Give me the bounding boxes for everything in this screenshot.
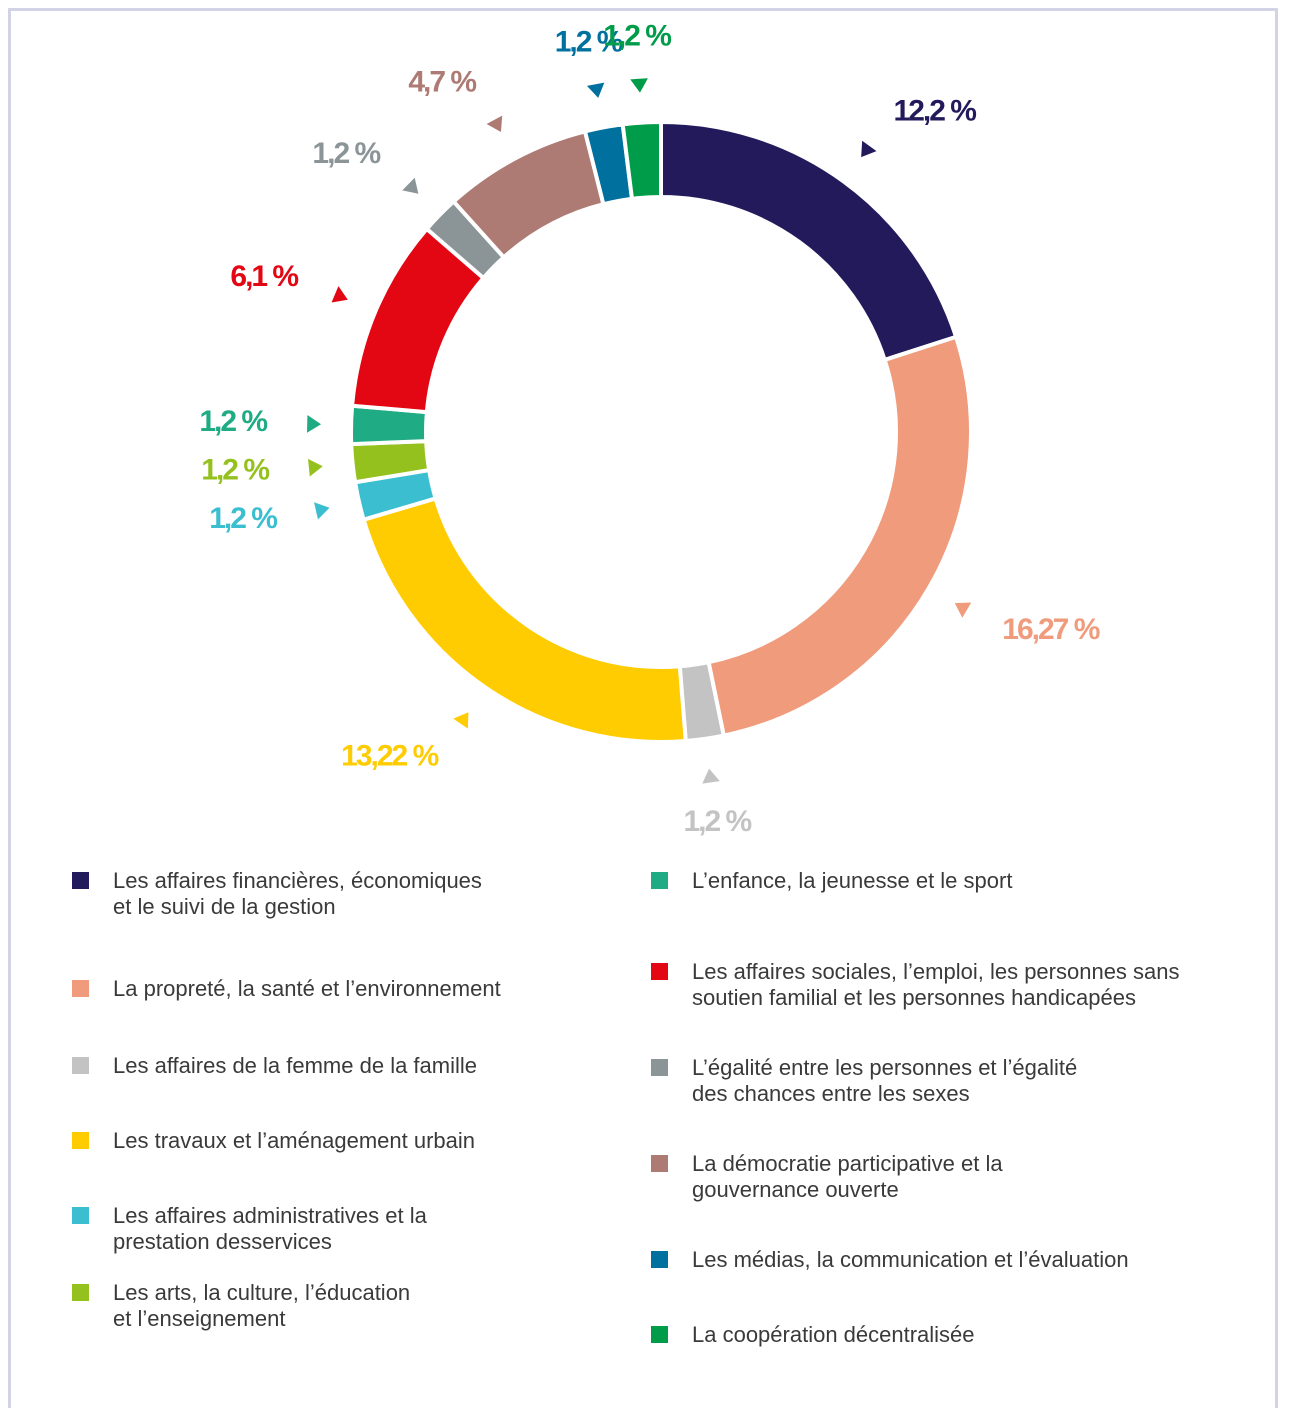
legend-label: L’enfance, la jeunesse et le sport [692,868,1013,893]
donut-segment [361,495,688,744]
frame [8,8,1278,1408]
donut-segment [620,119,663,202]
legend-label: Les affaires financières, économiques et… [113,868,482,919]
legend-swatch [651,1059,668,1076]
legend-swatch [651,963,668,980]
value-label: 1,2 % [209,502,277,535]
label-pointer [453,712,469,729]
legend-swatch [72,1057,89,1074]
legend-swatch [651,1155,668,1172]
legend-item: Les travaux et l’aménagement urbain [72,1128,475,1154]
label-pointer [954,602,972,618]
legend-item: Les affaires sociales, l’emploi, les per… [651,959,1180,1011]
legend-swatch [651,872,668,889]
legend-label: La propreté, la santé et l’environnement [113,976,501,1001]
legend-swatch [72,1207,89,1224]
legend-label: Les médias, la communication et l’évalua… [692,1247,1129,1272]
label-pointer [307,415,322,433]
legend-swatch [72,980,89,997]
label-pointer [308,458,323,477]
legend-item: Les arts, la culture, l’éducation et l’e… [72,1280,410,1332]
chart: 12,2 %16,27 %1,2 %13,22 %1,2 %1,2 %1,2 %… [199,20,1101,838]
legend-item: La coopération décentralisée [651,1322,975,1348]
value-label: 4,7 % [408,65,476,98]
legend-item: Les affaires de la femme de la famille [72,1053,477,1079]
legend-swatch [651,1326,668,1343]
label-pointer [630,78,648,93]
legend-label: Les affaires administratives et la prest… [113,1203,427,1254]
legend-swatch [72,1132,89,1149]
legend-label: L’égalité entre les personnes et l’égali… [692,1055,1078,1106]
donut-segment [659,119,959,363]
value-label: 1,2 % [555,26,623,59]
legend-label: Les affaires de la femme de la famille [113,1053,477,1078]
value-label: 6,1 % [230,260,298,293]
value-label: 13,22 % [341,739,438,772]
value-label: 1,2 % [199,405,267,438]
label-pointer [331,286,348,303]
value-label: 1,2 % [312,137,380,170]
label-pointer [702,768,720,784]
legend-item: Les affaires financières, économiques et… [72,868,482,920]
legend-label: Les arts, la culture, l’éducation et l’e… [113,1280,411,1331]
donut-segment [706,334,973,738]
legend-item: Les médias, la communication et l’évalua… [651,1247,1129,1273]
legend-label: La coopération décentralisée [692,1322,975,1347]
value-label: 1,2 % [603,20,671,53]
value-label: 12,2 % [894,95,977,128]
label-pointer [314,502,330,520]
label-pointer [402,177,419,194]
value-label: 16,27 % [1002,613,1099,646]
legend-item: L’égalité entre les personnes et l’égali… [651,1055,1077,1107]
label-pointer [586,82,605,98]
legend-item: La démocratie participative et la gouver… [651,1151,1003,1203]
label-pointer [861,140,877,158]
value-label: 1,2 % [201,454,269,487]
legend-item: L’enfance, la jeunesse et le sport [651,868,1012,894]
label-pointer [486,115,503,133]
legend-swatch [72,1284,89,1301]
value-label: 1,2 % [683,805,751,838]
legend-swatch [651,1251,668,1268]
legend-label: Les travaux et l’aménagement urbain [113,1128,475,1153]
legend-label: Les affaires sociales, l’emploi, les per… [692,959,1180,1010]
legend-item: La propreté, la santé et l’environnement [72,976,501,1002]
legend-label: La démocratie participative et la gouver… [692,1151,1003,1202]
legend-swatch [72,872,89,889]
legend-item: Les affaires administratives et la prest… [72,1203,427,1255]
